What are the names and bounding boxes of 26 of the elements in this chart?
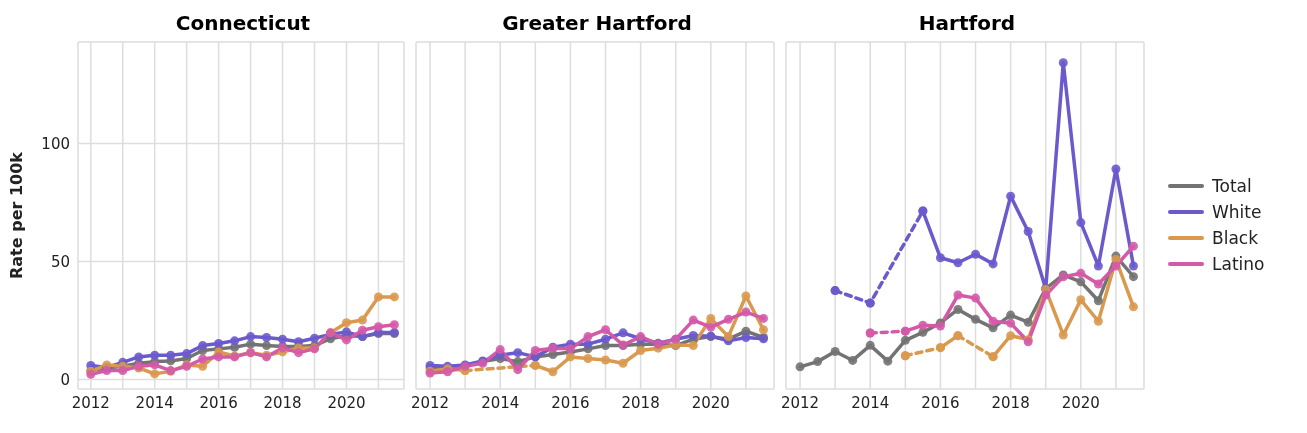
x-tick-label: 2020: [1061, 393, 1100, 412]
x-tick-label: 2018: [991, 393, 1030, 412]
x-tick-label: 2018: [621, 393, 660, 412]
x-tick-label: 2016: [199, 393, 238, 412]
x-tick-label: 2016: [921, 393, 960, 412]
x-tick-label: 2012: [410, 393, 450, 412]
legend-label: Black: [1212, 228, 1258, 248]
x-tick-label: 2020: [327, 393, 366, 412]
x-tick-label: 2018: [263, 393, 302, 412]
y-axis-title: Rate per 100k: [6, 151, 26, 279]
x-tick-label: 2012: [780, 393, 820, 412]
x-tick-label: 2020: [691, 393, 730, 412]
x-tick-label: 2016: [551, 393, 590, 412]
x-tick-label: 2014: [135, 393, 174, 412]
legend-label: Latino: [1212, 254, 1265, 274]
x-tick-label: 2014: [851, 393, 890, 412]
chart-title: Hartford: [917, 10, 1017, 37]
chart-title: Connecticut: [174, 10, 312, 37]
y-tick-label: 50: [50, 252, 70, 271]
legend-label: Total: [1212, 176, 1252, 196]
x-tick-label: 2014: [481, 393, 520, 412]
y-tick-label: 0: [60, 370, 70, 389]
y-tick-label: 100: [41, 134, 70, 153]
legend-label: White: [1212, 202, 1262, 222]
x-tick-label: 2012: [71, 393, 110, 412]
chart-title: Greater Hartford: [501, 10, 693, 37]
